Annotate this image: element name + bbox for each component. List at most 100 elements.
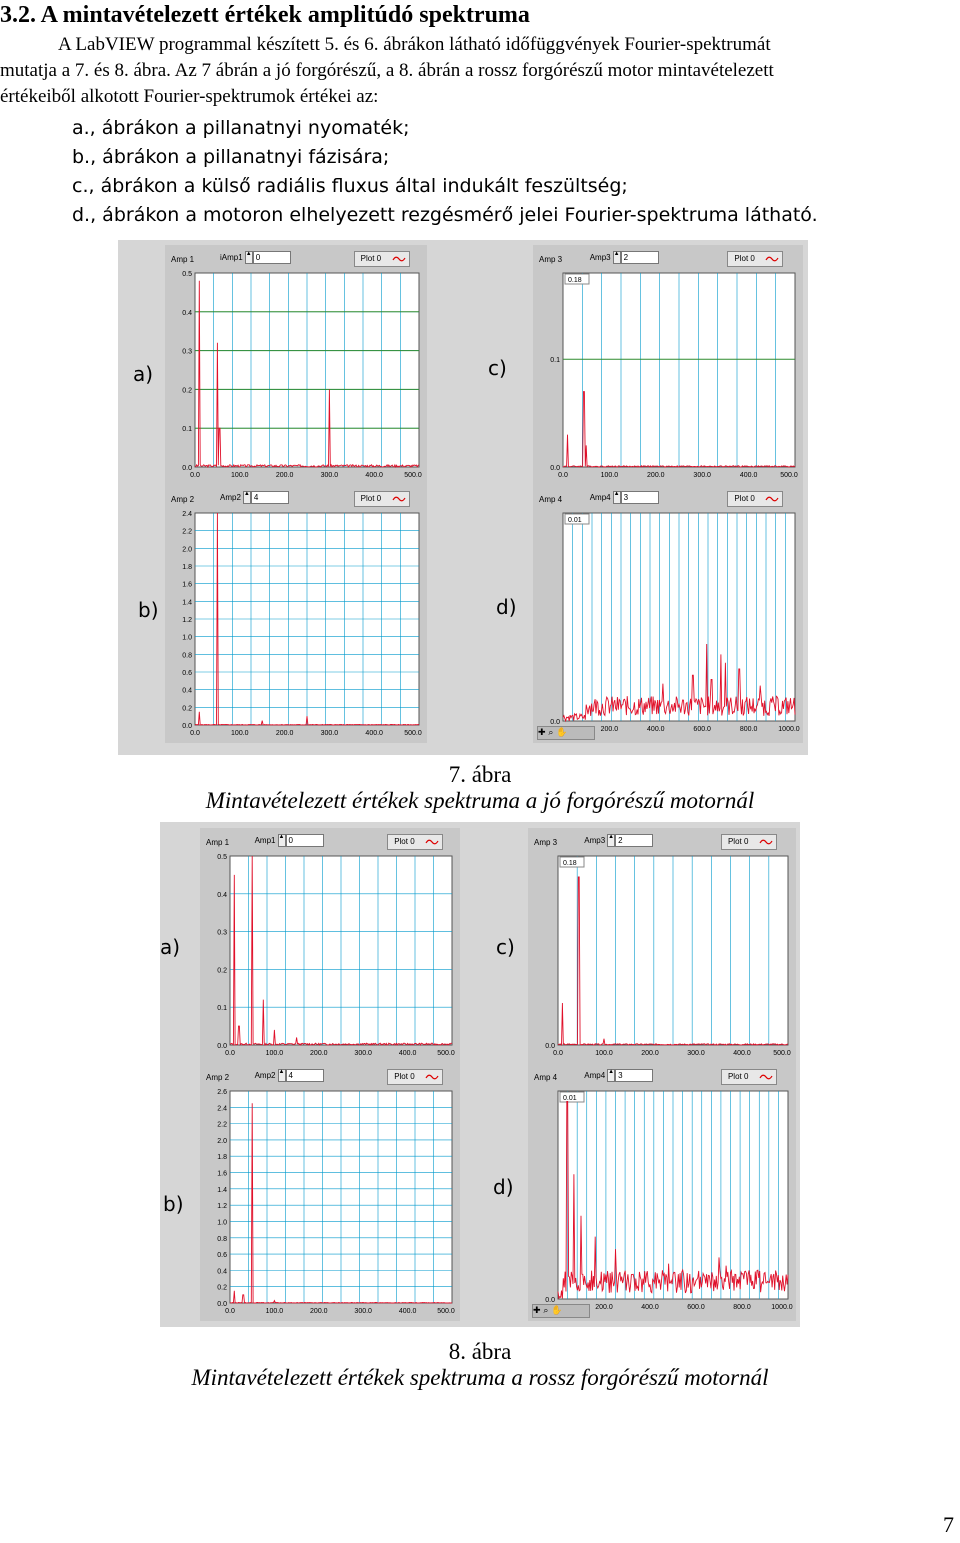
y-tick-label: 0.2 — [182, 387, 192, 394]
y-tick-label: 0.2 — [182, 705, 192, 712]
spectrum-trace — [194, 512, 420, 726]
y-tick-label: 0.3 — [217, 930, 227, 937]
panel-label: Amp 3 — [534, 838, 558, 847]
y-tick-label: 1.4 — [217, 1187, 227, 1194]
graph-tools-palette[interactable]: ✚ ⌕ ✋ — [537, 726, 595, 740]
x-tick-label: 500.0 — [404, 730, 422, 737]
spin-arrows-icon[interactable]: ▲▼ — [607, 834, 620, 847]
y-max-label: 0.01 — [568, 517, 582, 524]
amp-value-field[interactable]: 2 — [615, 834, 654, 847]
figure-caption-text: Mintavételezett értékek spektruma a ross… — [191, 1365, 769, 1390]
amp-control[interactable]: iAmp1 ▲▼0 — [220, 251, 291, 264]
amp-value-field[interactable]: 0 — [285, 834, 324, 847]
spectrum-panel: Amp 3 Amp3 ▲▼2 Plot 0 0.0 0.18 0.0 100.0 200.0 30… — [528, 828, 796, 1063]
y-tick-label: 0.4 — [217, 892, 227, 899]
y-tick-label: 2.6 — [217, 1089, 227, 1096]
amp-value-field[interactable]: 3 — [615, 1069, 654, 1082]
x-tick-label: 400.0 — [647, 726, 665, 733]
spectrum-chart: 2.6 2.4 2.2 2.0 1.8 1.6 1.4 1.2 1.0 0.8 0.6 0.4 0.2 0… — [217, 1089, 455, 1315]
x-tick-label: 0.0 — [190, 730, 200, 737]
spectrum-panel: Amp 2 Amp2 ▲▼4 Plot 0 2.4 2.2 2.0 1.8 1.6 1.4 1.2 1… — [165, 485, 427, 743]
panel-label: Amp 2 — [206, 1073, 230, 1082]
y-tick-label: 0.3 — [182, 349, 192, 356]
x-tick-label: 400.0 — [733, 1050, 751, 1057]
y-max-field[interactable] — [564, 273, 590, 285]
subfigure-letter: b) — [138, 598, 159, 622]
y-tick-label: 0.4 — [182, 688, 192, 695]
plot-trace-icon — [759, 1074, 773, 1080]
x-tick-label: 200.0 — [647, 472, 665, 479]
y-tick-label: 2.0 — [217, 1138, 227, 1145]
plot-trace-icon — [765, 256, 779, 262]
y-max-label: 0.01 — [563, 1095, 577, 1102]
spectrum-panel: Amp 1 Amp1 ▲▼0 Plot 0 0.5 0.4 0.3 0.2 0.1 0.0 0.0 1… — [200, 828, 460, 1063]
spectrum-trace — [562, 391, 796, 468]
plot-legend-button[interactable]: Plot 0 — [727, 251, 784, 267]
amp-control[interactable]: Amp1 ▲▼0 — [255, 834, 324, 847]
spectrum-trace — [557, 876, 789, 1046]
x-tick-label: 0.0 — [225, 1308, 235, 1315]
amp-control[interactable]: Amp3 ▲▼2 — [584, 834, 654, 847]
y-tick-label: 0.0 — [550, 465, 560, 472]
figure-number: 7. ábra — [448, 762, 512, 787]
y-tick-label: 1.2 — [217, 1203, 227, 1210]
spin-arrows-icon[interactable]: ▲▼ — [277, 834, 290, 847]
spectrum-chart: 0.5 0.4 0.3 0.2 0.1 0.00.0 100.0 200.0 300.0 400.… — [217, 854, 455, 1057]
y-tick-label: 2.2 — [217, 1122, 227, 1129]
list-item: a., ábrákon a pillanatnyi nyomaték; — [72, 117, 410, 139]
amp-control[interactable]: Amp4 ▲▼3 — [590, 491, 659, 504]
x-tick-label: 100.0 — [266, 1050, 284, 1057]
x-tick-label: 300.0 — [693, 472, 711, 479]
spectrum-chart: 0.1 0.0 0.18 0.0 100.0 200.0 300.0 400.0 500.0 — [550, 272, 798, 479]
plot-legend-button[interactable]: Plot 0 — [353, 251, 410, 267]
y-max-field[interactable] — [564, 513, 590, 525]
graph-tools-palette[interactable]: ✚ ⌕ ✋ — [532, 1304, 590, 1318]
amp-control[interactable]: Amp3 ▲▼2 — [590, 251, 659, 264]
amp-control-label: Amp1 — [254, 835, 276, 845]
plot-legend-label: Plot 0 — [727, 1072, 749, 1081]
amp-control[interactable]: Amp2 ▲▼4 — [220, 491, 289, 504]
y-tick-label: 0.0 — [217, 1043, 227, 1050]
amp-value-field[interactable]: 0 — [252, 251, 291, 264]
x-tick-label: 200.0 — [276, 472, 294, 479]
plot-legend-button[interactable]: Plot 0 — [727, 491, 784, 507]
spin-arrows-icon[interactable]: ▲▼ — [242, 491, 256, 504]
spectrum-chart: 2.4 2.2 2.0 1.8 1.6 1.4 1.2 1.0 0.8 0.6 0.4 0.2 0.00… — [182, 511, 422, 737]
amp-control[interactable]: Amp2 ▲▼4 — [255, 1069, 324, 1082]
amp-control[interactable]: Amp4 ▲▼3 — [584, 1069, 654, 1082]
spin-arrows-icon[interactable]: ▲▼ — [607, 1069, 620, 1082]
x-tick-label: 1000.0 — [771, 1304, 793, 1311]
spectrum-trace — [562, 643, 796, 723]
plot-legend-button[interactable]: Plot 0 — [720, 1069, 777, 1085]
plot-legend-label: Plot 0 — [394, 837, 415, 846]
y-max-field[interactable] — [559, 1091, 585, 1103]
amp-value-field[interactable]: 3 — [620, 491, 659, 504]
spin-arrows-icon[interactable]: ▲▼ — [612, 251, 625, 264]
plot-legend-button[interactable]: Plot 0 — [353, 491, 410, 507]
spin-arrows-icon[interactable]: ▲▼ — [244, 251, 258, 264]
intro-line-3: értékeiből alkotott Fourier-spektrumok é… — [0, 86, 379, 107]
figure-caption: 8. ábra Mintavételezett értékek spektruma… — [0, 1339, 960, 1391]
x-tick-label: 400.0 — [365, 730, 383, 737]
spin-arrows-icon[interactable]: ▲▼ — [612, 491, 625, 504]
y-max-field[interactable] — [559, 856, 585, 868]
plot-trace-icon — [392, 496, 406, 502]
spin-arrows-icon[interactable]: ▲▼ — [277, 1069, 290, 1082]
amp-control-label: Amp3 — [589, 252, 611, 262]
subfigure-letter: d) — [496, 595, 517, 619]
x-tick-label: 600.0 — [687, 1304, 705, 1311]
plot-legend-button[interactable]: Plot 0 — [387, 834, 444, 850]
y-tick-label: 1.8 — [217, 1154, 227, 1161]
y-tick-label: 0.8 — [217, 1236, 227, 1243]
plot-legend-button[interactable]: Plot 0 — [387, 1069, 444, 1085]
x-tick-label: 300.0 — [354, 1308, 372, 1315]
amp-value-field[interactable]: 4 — [250, 491, 289, 504]
amp-value-field[interactable]: 2 — [620, 251, 659, 264]
spectrum-chart: 0.5 0.4 0.3 0.2 0.1 0.00.0 100.0 200.0 300.0 400.… — [182, 271, 422, 479]
x-tick-label: 200.0 — [595, 1304, 613, 1311]
y-tick-label: 1.4 — [182, 599, 192, 606]
y-max-label: 0.18 — [568, 277, 582, 284]
y-tick-label: 0.0 — [217, 1301, 227, 1308]
amp-value-field[interactable]: 4 — [285, 1069, 324, 1082]
plot-legend-button[interactable]: Plot 0 — [720, 834, 777, 850]
